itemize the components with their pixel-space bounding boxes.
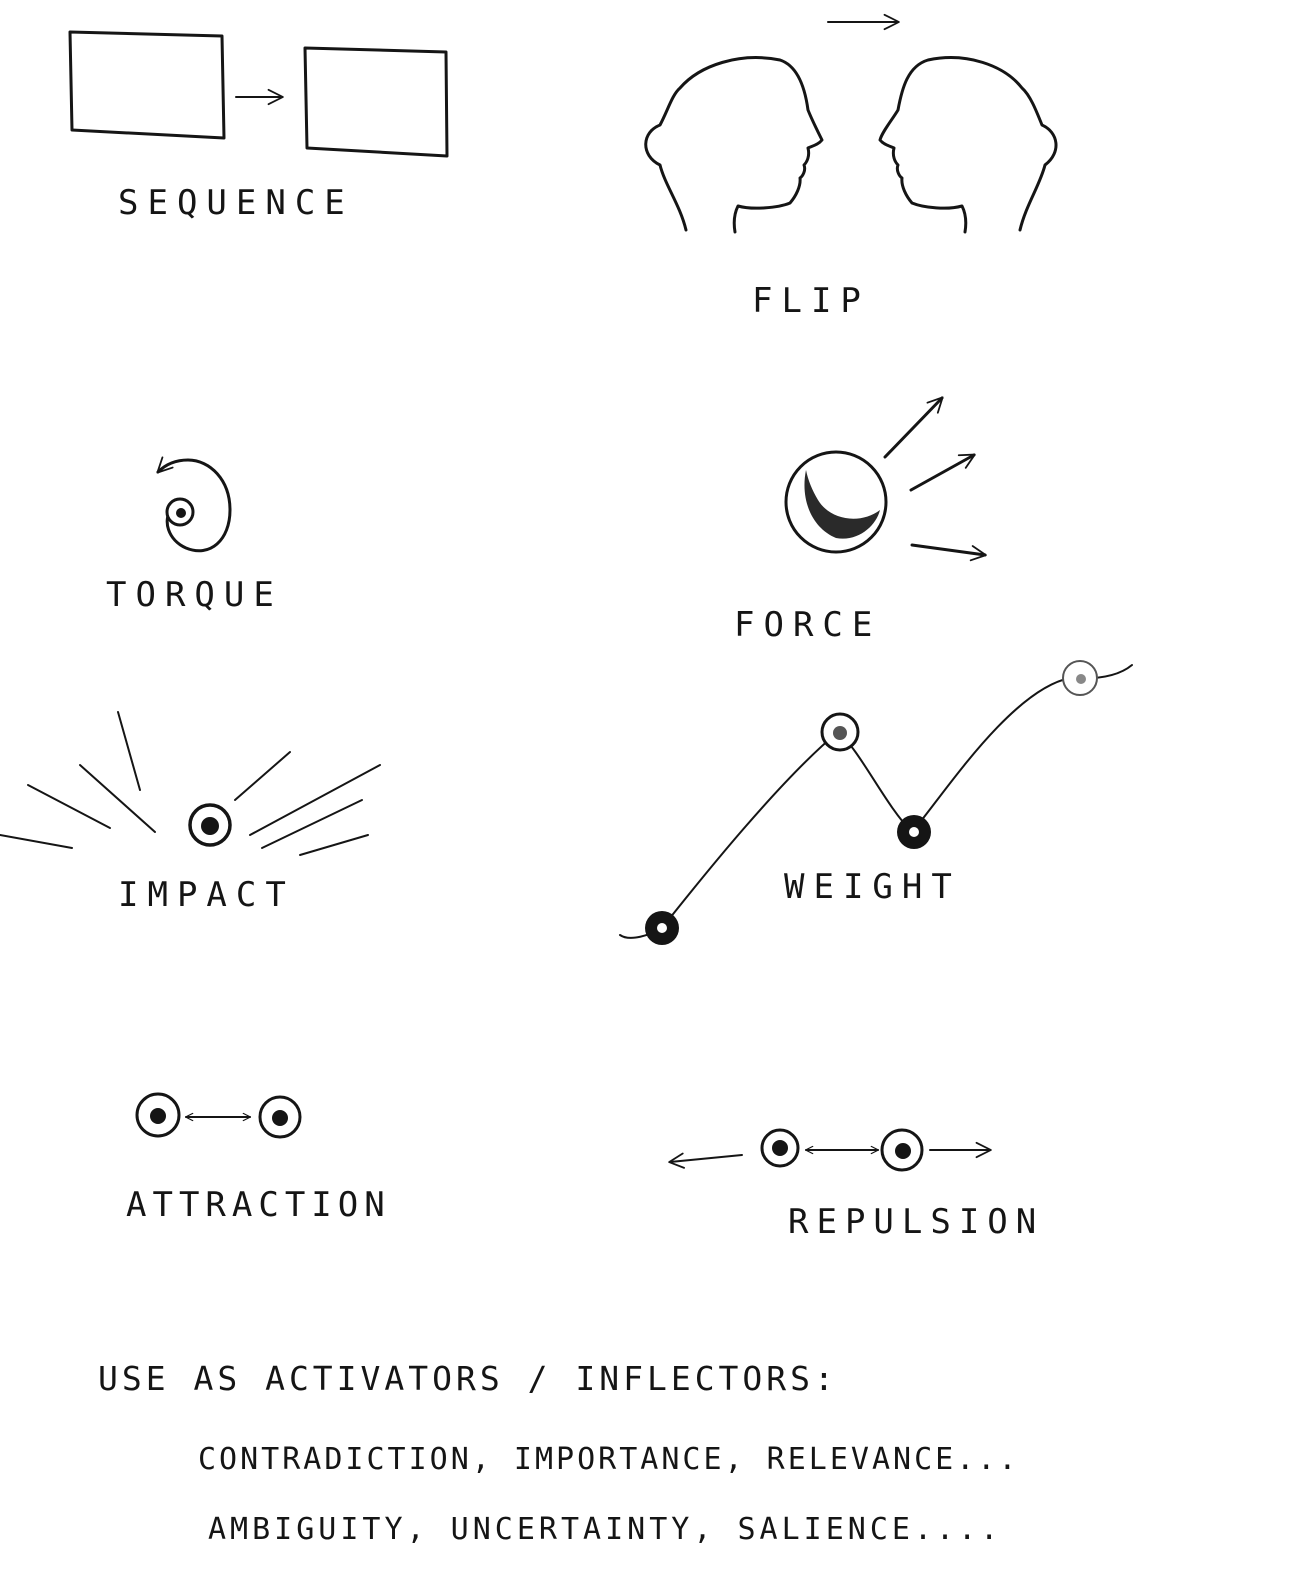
flip-label: FLIP (752, 281, 870, 321)
repulsion-ball-right-core (895, 1143, 911, 1159)
frame-left (68, 30, 226, 140)
impact-line (0, 834, 73, 849)
notes-line-1: CONTRADICTION, IMPORTANCE, RELEVANCE... (198, 1442, 1020, 1477)
frame-right (303, 46, 449, 158)
torque-label: TORQUE (106, 575, 283, 615)
impact-line (117, 711, 141, 791)
impact-line (234, 751, 291, 801)
force-figure (784, 396, 987, 562)
weight-figure (619, 660, 1133, 945)
force-arrow-up (883, 396, 944, 459)
sequence-label: SEQUENCE (118, 183, 354, 223)
impact-line (299, 834, 369, 856)
torque-spiral (156, 456, 232, 553)
repulsion-label: REPULSION (788, 1202, 1045, 1242)
weight-ball-bottom-core (657, 923, 667, 933)
weight-ball-peak-core (833, 726, 847, 740)
torque-figure (156, 456, 232, 553)
weight-ball-valley-core (909, 827, 919, 837)
force-arrow-down (910, 543, 987, 562)
notes-heading: USE AS ACTIVATORS / INFLECTORS: (98, 1359, 838, 1398)
impact-line (27, 784, 111, 829)
notes-line-2: AMBIGUITY, UNCERTAINTY, SALIENCE.... (208, 1512, 1003, 1547)
face-left-silhouette (644, 56, 824, 234)
repulsion-figure (668, 1128, 992, 1172)
impact-ball-core (201, 817, 219, 835)
force-ball-shading (804, 470, 880, 539)
weight-ball-top-core (1076, 674, 1086, 684)
torque-ball-core (176, 508, 186, 518)
force-label: FORCE (734, 605, 882, 645)
impact-line (261, 799, 363, 849)
repulsion-ball-left-core (772, 1140, 788, 1156)
weight-label: WEIGHT (784, 867, 961, 907)
attraction-ball-right-core (272, 1110, 288, 1126)
flip-figure (644, 13, 1058, 234)
impact-line (79, 764, 156, 833)
repulsion-arrow-left (668, 1152, 743, 1169)
impact-label: IMPACT (118, 875, 295, 915)
attraction-ball-left-core (150, 1108, 166, 1124)
impact-line (249, 764, 381, 836)
force-arrow-middle (909, 453, 976, 492)
face-right-silhouette (878, 56, 1058, 234)
impact-figure (0, 711, 381, 856)
attraction-label: ATTRACTION (126, 1185, 391, 1225)
sequence-figure (68, 30, 449, 158)
attraction-figure (135, 1092, 302, 1139)
